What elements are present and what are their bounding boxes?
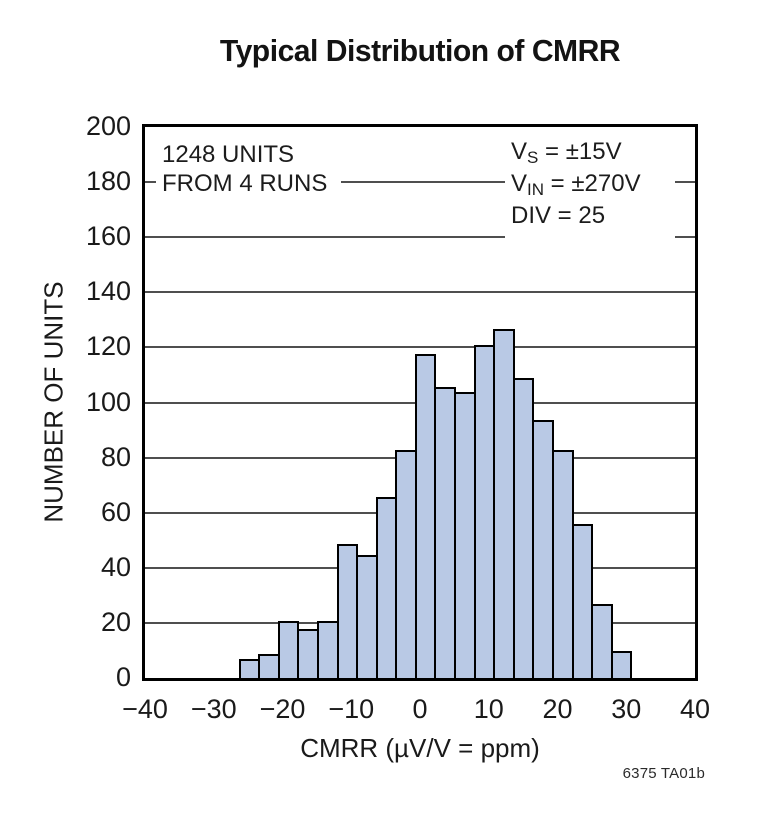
histogram-bar bbox=[375, 496, 398, 678]
histogram-bar bbox=[571, 524, 594, 678]
histogram-bar bbox=[356, 554, 378, 678]
chart-title: Typical Distribution of CMRR bbox=[219, 33, 621, 68]
y-tick-label: 100 bbox=[85, 386, 131, 417]
histogram-bar bbox=[316, 620, 339, 678]
histogram-bar bbox=[532, 419, 555, 678]
x-tick-label: −30 bbox=[190, 694, 237, 724]
histogram-bar bbox=[493, 328, 515, 678]
x-tick-label: 40 bbox=[679, 694, 711, 724]
annotation-line: FROM 4 RUNS bbox=[162, 170, 328, 197]
y-tick-label: 120 bbox=[85, 331, 131, 362]
x-tick-label: −40 bbox=[122, 694, 168, 724]
histogram-bar bbox=[610, 651, 633, 678]
histogram-bar bbox=[552, 450, 574, 678]
plot-area: 1248 UNITS FROM 4 RUNS VS = ±15V VIN = ±27… bbox=[142, 124, 698, 681]
gridline bbox=[145, 181, 695, 184]
y-tick-label: 40 bbox=[100, 551, 131, 582]
x-tick-label: 0 bbox=[412, 694, 428, 724]
figure-caption: 6375 TA01b bbox=[622, 765, 705, 782]
y-tick-label: 180 bbox=[85, 166, 131, 197]
x-tick-label: 10 bbox=[473, 694, 504, 724]
y-tick-label: 160 bbox=[85, 221, 131, 252]
histogram-bar bbox=[297, 629, 319, 678]
histogram-bar bbox=[454, 392, 476, 678]
histogram-bar bbox=[336, 543, 359, 678]
histogram-bar bbox=[258, 653, 280, 678]
gridline bbox=[145, 346, 695, 349]
histogram-bar bbox=[414, 353, 437, 678]
x-tick-label: 30 bbox=[611, 694, 642, 724]
x-axis-label: CMRR (µV/V = ppm) bbox=[300, 733, 540, 763]
x-tick-label: −10 bbox=[328, 694, 375, 724]
gridline bbox=[145, 291, 695, 294]
x-tick-label: 20 bbox=[542, 694, 573, 724]
y-tick-label: 140 bbox=[85, 276, 131, 307]
annotation-line: VS = ±15V bbox=[511, 138, 622, 167]
y-tick-label: 200 bbox=[85, 111, 131, 141]
gridline bbox=[145, 236, 695, 239]
annotation-line: VIN = ±270V bbox=[511, 170, 641, 199]
histogram-bar bbox=[434, 386, 457, 678]
y-tick-label: 60 bbox=[100, 496, 131, 527]
histogram-bar bbox=[238, 659, 261, 678]
annotation-line: 1248 UNITS bbox=[162, 141, 295, 168]
annotation-units-runs: 1248 UNITS FROM 4 RUNS bbox=[156, 138, 342, 208]
histogram-bar bbox=[591, 604, 613, 678]
histogram-bar bbox=[277, 620, 300, 678]
histogram-bar bbox=[473, 345, 496, 678]
y-tick-label: 0 bbox=[115, 662, 131, 692]
x-tick-label: −20 bbox=[259, 694, 306, 724]
subscript: IN bbox=[527, 180, 545, 199]
y-tick-label: 20 bbox=[100, 606, 131, 637]
histogram-bar bbox=[512, 378, 535, 678]
y-tick-label: 80 bbox=[100, 441, 131, 472]
annotation-line: DIV = 25 bbox=[511, 202, 606, 229]
histogram-bar bbox=[395, 450, 417, 678]
annotation-conditions: VS = ±15V VIN = ±270V DIV = 25 bbox=[505, 134, 675, 249]
subscript: S bbox=[527, 148, 539, 167]
